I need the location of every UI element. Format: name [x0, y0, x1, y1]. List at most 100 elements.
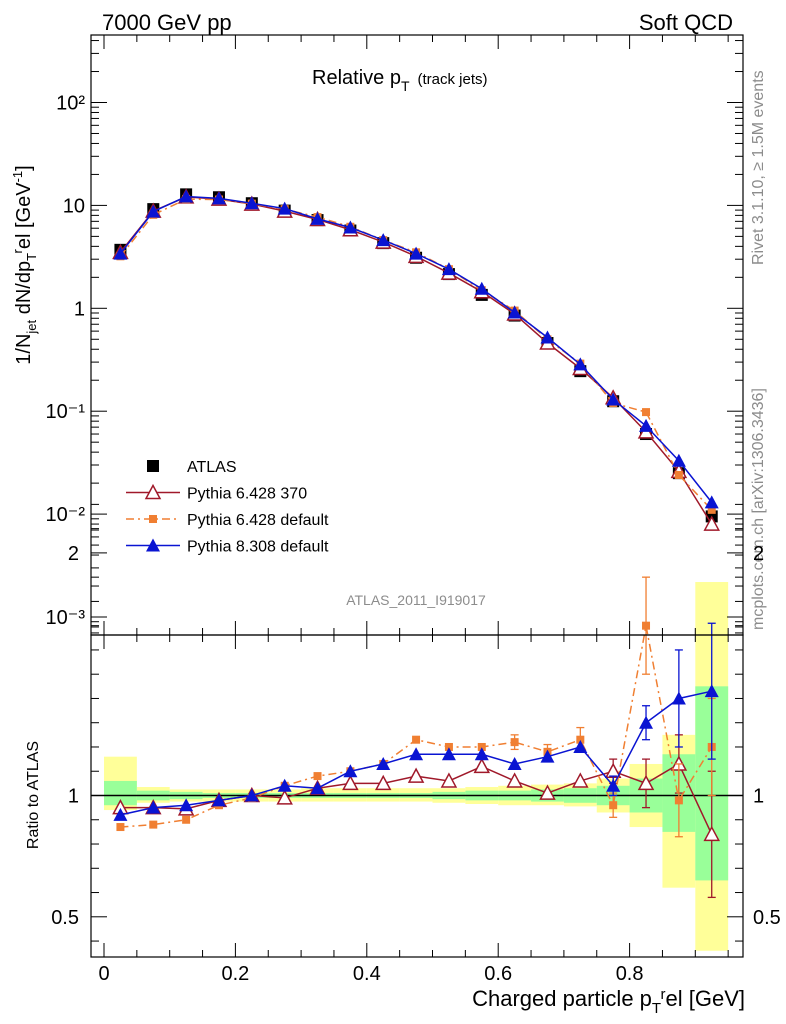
plot-title-extra: (track jets)	[418, 71, 488, 88]
ratio-data-point	[703, 825, 720, 842]
axis-ticks: 0 0.2 0.4 0.6 0.8 10⁻³ 10⁻² 10⁻¹ 1 10 10² 0.5 0.5 1 1 2…	[46, 35, 781, 985]
ratio-data-point	[609, 801, 618, 810]
ratio-data-point	[573, 739, 588, 753]
ratio-data-point	[444, 742, 453, 751]
ratio-data-point	[149, 820, 158, 829]
ratio-data-point	[376, 756, 391, 770]
data-point	[671, 453, 686, 467]
ratio-data-point	[179, 798, 194, 812]
data-point	[343, 220, 358, 234]
ratio-data-point	[540, 749, 555, 763]
ratio-data-point	[440, 772, 458, 788]
legend: ATLAS Pythia 6.428 370 Pythia 6.428 defaul…	[126, 459, 329, 556]
ratio-data-point	[441, 747, 456, 761]
ratio-data-point	[343, 764, 358, 778]
ratio-data-point	[576, 735, 585, 744]
y-tick-label: 10²	[56, 93, 85, 115]
ratio-data-point	[211, 793, 226, 807]
x-axis-label: Charged particle pTrel [GeV]	[472, 986, 745, 1017]
ratio-data-point	[182, 815, 191, 824]
data-point	[441, 262, 456, 276]
data-point	[146, 204, 161, 218]
ratio-data-point	[642, 621, 651, 630]
y-tick-label: 1	[74, 298, 85, 320]
legend-marker	[144, 483, 162, 500]
ratio-data-point	[244, 788, 259, 802]
data-point	[639, 418, 654, 432]
series-layer	[112, 188, 720, 899]
header-left: 7000 GeV pp	[102, 10, 232, 35]
y-tick-label: 10⁻²	[46, 504, 86, 526]
ratio-data-point	[477, 742, 486, 751]
data-point	[113, 246, 128, 260]
data-point	[211, 191, 226, 205]
legend-label: Pythia 6.428 default	[187, 512, 329, 529]
ratio-data-point	[146, 800, 161, 814]
ratio-data-point	[276, 789, 293, 805]
data-point	[507, 305, 522, 319]
data-point	[606, 392, 621, 406]
y-tick-label-right: 1	[753, 786, 764, 808]
ratio-data-point	[506, 772, 523, 788]
data-point	[376, 233, 391, 247]
header-right: Soft QCD	[639, 10, 733, 35]
ratio-data-point	[539, 784, 556, 800]
ratio-data-point	[639, 715, 654, 729]
ratio-data-point	[342, 774, 359, 791]
x-tick-label: 0.2	[221, 963, 249, 985]
x-tick-label: 0	[98, 963, 109, 985]
data-point	[244, 196, 259, 210]
legend-marker	[146, 538, 160, 552]
ratio-data-point	[113, 807, 128, 821]
uncertainty-bands	[104, 582, 729, 951]
ratio-data-point	[473, 757, 491, 774]
data-point	[540, 330, 555, 344]
ratio-data-point	[407, 767, 425, 783]
ratio-data-point	[374, 774, 392, 791]
data-point	[704, 495, 719, 509]
data-point	[707, 505, 716, 514]
data-point	[409, 246, 424, 260]
plot-title-main: Relative p	[312, 67, 401, 89]
side-mcplots-label: mcplots.cern.ch [arXiv:1306.3436]	[750, 388, 767, 630]
x-tick-label: 0.8	[616, 963, 644, 985]
y-tick-label: 1	[68, 786, 79, 808]
data-point	[703, 515, 720, 531]
x-tick-label: 0.6	[484, 963, 512, 985]
y-tick-label: 0.5	[51, 907, 79, 929]
ratio-data-point	[116, 823, 125, 832]
ratio-data-point	[671, 691, 686, 705]
ratio-data-point	[474, 747, 489, 761]
legend-label: Pythia 6.428 370	[187, 486, 307, 503]
main-y-axis-label: 1/Njet dN/dpTrel [GeV-1]	[10, 165, 39, 364]
y-tick-label-right: 0.5	[753, 907, 781, 929]
data-point	[277, 201, 292, 215]
plot-title: Relative pT (track jets)	[312, 67, 488, 94]
ratio-data-point	[637, 774, 655, 791]
ratio-data-point	[510, 738, 519, 747]
y-tick-label: 10	[63, 195, 85, 217]
ratio-data-point	[313, 772, 322, 781]
y-tick-label: 10⁻³	[46, 607, 86, 629]
plot-title-sub: T	[401, 78, 410, 94]
data-point	[573, 357, 588, 371]
ratio-y-axis-label: Ratio to ATLAS	[25, 741, 42, 849]
data-point	[474, 281, 489, 295]
legend-marker	[149, 515, 157, 523]
side-rivet-label: Rivet 3.1.10, ≥ 1.5M events	[750, 70, 767, 265]
legend-label: Pythia 8.308 default	[187, 539, 329, 556]
ratio-data-point	[310, 781, 325, 795]
series-line	[119, 195, 713, 503]
ratio-data-point	[704, 684, 719, 698]
data-point	[642, 408, 651, 417]
legend-marker	[147, 460, 159, 472]
y-tick-label: 10⁻¹	[46, 401, 86, 423]
ratio-data-point	[507, 756, 522, 770]
analysis-id: ATLAS_2011_I919017	[346, 592, 486, 608]
data-point	[674, 470, 683, 479]
data-point	[310, 211, 325, 225]
ratio-data-point	[606, 778, 621, 792]
ratio-data-point	[277, 778, 292, 792]
data-point	[179, 189, 194, 203]
